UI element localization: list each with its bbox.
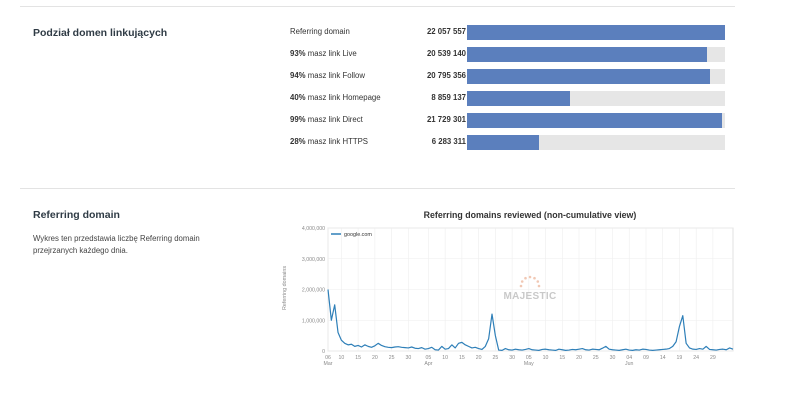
- row-percent: 40%: [290, 93, 306, 102]
- row-value: 8 859 137: [431, 93, 466, 102]
- x-tick-label: 20: [476, 355, 482, 361]
- x-tick-label: 15: [355, 355, 361, 361]
- x-tick-label: 10: [442, 355, 448, 361]
- row-percent: 28%: [290, 137, 306, 146]
- x-tick-label: 09: [643, 355, 649, 361]
- majestic-watermark: MAJESTIC: [504, 275, 557, 302]
- section1-title: Podział domen linkujących: [33, 27, 168, 39]
- breakdown-row: 93% masz link Live 20 539 140: [290, 47, 730, 62]
- x-tick-label: 30: [509, 355, 515, 361]
- majestic-logo-dots: [519, 275, 541, 288]
- y-tick-label: 1,000,000: [302, 318, 325, 324]
- x-tick-month: May: [524, 361, 534, 367]
- chart-axes: 01,000,0002,000,0003,000,0004,000,00006M…: [302, 226, 716, 367]
- x-tick-label: 05: [526, 355, 532, 361]
- row-bar-fill: [467, 47, 707, 62]
- logo-dot: [524, 276, 527, 280]
- x-tick-label: 04: [626, 355, 632, 361]
- row-label: 40% masz link Homepage: [290, 93, 381, 102]
- row-bar-track: [467, 91, 725, 106]
- row-label: 94% masz link Follow: [290, 71, 365, 80]
- series-line-google-com: [327, 289, 734, 351]
- row-value: 20 795 356: [426, 71, 466, 80]
- x-tick-label: 29: [710, 355, 716, 361]
- x-tick-label: 19: [677, 355, 683, 361]
- breakdown-row: 94% masz link Follow 20 795 356: [290, 69, 730, 84]
- section2-description: Wykres ten przedstawia liczbę Referring …: [33, 234, 200, 255]
- y-tick-label: 4,000,000: [302, 226, 325, 232]
- majestic-watermark-text: MAJESTIC: [504, 291, 557, 302]
- breakdown-row: 99% masz link Direct 21 729 301: [290, 113, 730, 128]
- x-tick-label: 30: [405, 355, 411, 361]
- row-bar-fill: [467, 135, 540, 150]
- row-bar-fill: [467, 69, 710, 84]
- chart-legend: google.com: [331, 232, 372, 238]
- breakdown-row: Referring domain 22 057 557: [290, 25, 730, 40]
- row-label: 93% masz link Live: [290, 49, 357, 58]
- breakdown-row: 40% masz link Homepage 8 859 137: [290, 91, 730, 106]
- logo-dot: [537, 284, 541, 288]
- row-value: 6 283 311: [431, 137, 466, 146]
- referring-domains-chart: MAJESTIC 0 1,000,000 2,000,000 3,000,000 4,0…: [282, 226, 734, 367]
- row-label-text: masz link Follow: [307, 71, 365, 80]
- row-label: Referring domain: [290, 27, 350, 36]
- chart-title: Referring domains reviewed (non-cumulati…: [423, 210, 637, 220]
- row-percent: 93%: [290, 49, 306, 58]
- row-bar-track: [467, 47, 725, 62]
- row-label-text: masz link Direct: [307, 115, 363, 124]
- row-value: 20 539 140: [426, 49, 466, 58]
- top-divider: [20, 6, 735, 7]
- row-label-text: Referring domain: [290, 27, 350, 36]
- x-tick-label: 30: [610, 355, 616, 361]
- logo-dot: [533, 276, 536, 280]
- row-label-text: masz link HTTPS: [307, 137, 368, 146]
- x-tick-label: 05: [426, 355, 432, 361]
- x-tick-label: 20: [576, 355, 582, 361]
- breakdown-row: 28% masz link HTTPS 6 283 311: [290, 135, 730, 150]
- x-tick-label: 06: [325, 355, 331, 361]
- legend-label: google.com: [344, 232, 372, 238]
- x-tick-label: 25: [492, 355, 498, 361]
- logo-dot: [528, 275, 532, 279]
- row-bar-track: [467, 25, 725, 40]
- row-percent: 99%: [290, 115, 306, 124]
- row-label: 99% masz link Direct: [290, 115, 363, 124]
- x-tick-label: 14: [660, 355, 666, 361]
- x-tick-month: Mar: [324, 361, 333, 367]
- chart-grid: [327, 227, 734, 352]
- logo-dot: [520, 280, 524, 283]
- x-tick-label: 10: [338, 355, 344, 361]
- x-tick-label: 25: [389, 355, 395, 361]
- row-bar-fill: [467, 25, 725, 40]
- x-tick-label: 24: [693, 355, 699, 361]
- row-bar-fill: [467, 91, 571, 106]
- logo-dot: [519, 284, 523, 288]
- section2-title: Referring domain: [33, 209, 120, 221]
- x-tick-label: 10: [543, 355, 549, 361]
- section-divider: [20, 188, 735, 189]
- x-tick-label: 25: [593, 355, 599, 361]
- row-bar-track: [467, 135, 725, 150]
- x-tick-label: 20: [372, 355, 378, 361]
- x-tick-label: 15: [459, 355, 465, 361]
- row-label-text: masz link Live: [307, 49, 357, 58]
- row-bar-track: [467, 113, 725, 128]
- row-label: 28% masz link HTTPS: [290, 137, 368, 146]
- x-tick-month: Jun: [625, 361, 633, 367]
- y-tick-label: 0: [322, 349, 325, 355]
- chart-series: [327, 289, 734, 351]
- x-tick-month: Apr: [424, 361, 432, 367]
- row-value: 22 057 557: [426, 27, 466, 36]
- y-axis-label: Referring domains: [282, 266, 288, 310]
- row-bar-fill: [467, 113, 723, 128]
- y-tick-label: 2,000,000: [302, 288, 325, 294]
- row-label-text: masz link Homepage: [307, 93, 381, 102]
- logo-dot: [536, 280, 540, 283]
- y-tick-label: 3,000,000: [302, 257, 325, 263]
- row-percent: 94%: [290, 71, 306, 80]
- x-tick-label: 15: [559, 355, 565, 361]
- row-bar-track: [467, 69, 725, 84]
- row-value: 21 729 301: [426, 115, 466, 124]
